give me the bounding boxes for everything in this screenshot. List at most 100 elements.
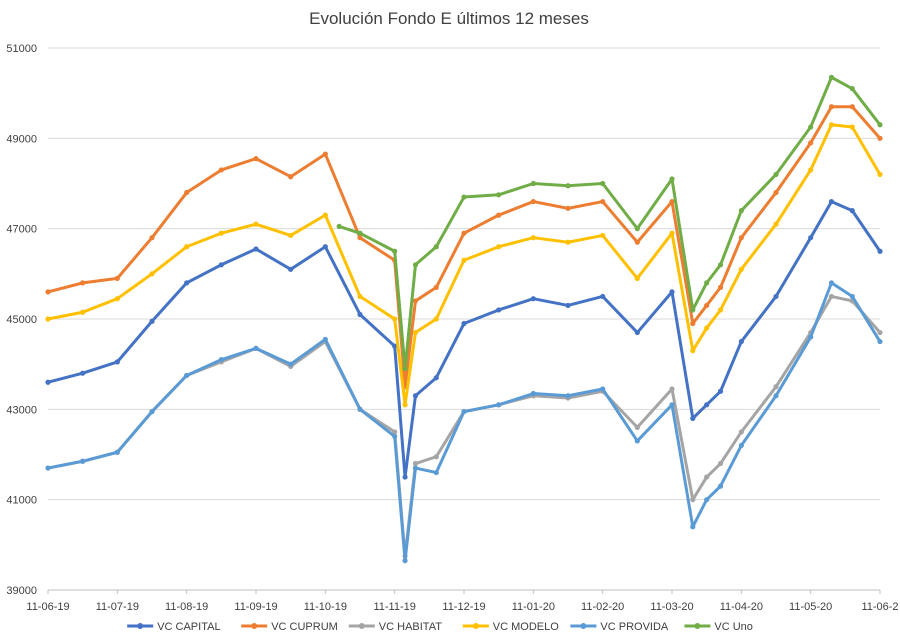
data-point xyxy=(80,309,86,315)
data-point xyxy=(828,293,835,300)
data-point xyxy=(45,465,51,471)
x-tick-label: 11-01-20 xyxy=(512,601,555,613)
data-point xyxy=(877,338,883,345)
data-point xyxy=(392,316,398,322)
data-point xyxy=(149,408,155,415)
data-point xyxy=(877,122,883,128)
data-point xyxy=(149,235,155,241)
data-point xyxy=(690,415,696,421)
data-point xyxy=(530,390,536,397)
data-point xyxy=(218,167,224,173)
data-point xyxy=(669,386,675,392)
data-point xyxy=(184,189,190,196)
data-point xyxy=(402,558,408,564)
x-tick-label: 11-04-20 xyxy=(720,601,763,613)
data-point xyxy=(717,483,724,489)
data-point xyxy=(461,257,467,263)
data-point xyxy=(322,244,328,250)
data-point xyxy=(704,402,710,408)
data-point xyxy=(253,156,259,162)
data-point xyxy=(461,320,467,327)
legend: VC CAPITAL VC CUPRUM VC HABITAT VC MODELO VC… xyxy=(127,621,753,633)
y-tick-label: 39000 xyxy=(6,585,37,597)
y-tick-label: 47000 xyxy=(6,224,37,236)
data-point xyxy=(45,379,51,385)
data-point xyxy=(149,271,155,277)
data-point xyxy=(600,232,606,239)
data-point xyxy=(357,230,363,236)
x-tick-label: 11-12-19 xyxy=(442,601,485,613)
data-point xyxy=(738,235,744,241)
data-point xyxy=(402,366,408,372)
data-point xyxy=(80,458,86,464)
data-point xyxy=(114,449,120,455)
x-axis-ticks: 11-06-19 11-07-19 11-08-19 11-09-19 11-10-19… xyxy=(26,590,899,613)
series-lines xyxy=(45,74,883,564)
data-point xyxy=(738,208,744,214)
legend-item: VC CAPITAL xyxy=(127,621,221,633)
data-point xyxy=(322,336,328,342)
data-point xyxy=(773,189,779,196)
data-point xyxy=(80,370,86,376)
data-point xyxy=(392,433,398,440)
data-point xyxy=(530,198,536,205)
data-point xyxy=(496,244,502,250)
data-point xyxy=(849,86,855,92)
data-point xyxy=(412,262,419,268)
data-point xyxy=(496,212,502,218)
data-point xyxy=(412,465,419,471)
legend-item: VC HABITAT xyxy=(348,621,442,633)
series-line xyxy=(47,200,882,479)
series-vc-habitat xyxy=(45,293,883,559)
data-point xyxy=(322,151,328,157)
data-point xyxy=(402,402,408,408)
data-point xyxy=(849,104,855,110)
data-point xyxy=(717,388,724,394)
data-point xyxy=(600,198,606,205)
data-point xyxy=(669,198,675,205)
x-tick-label: 11-11-19 xyxy=(373,601,415,613)
legend-label: VC MODELO xyxy=(493,621,559,633)
data-point xyxy=(336,223,342,230)
data-point xyxy=(828,198,835,205)
data-point xyxy=(634,438,640,444)
data-point xyxy=(828,104,835,110)
data-point xyxy=(565,239,571,245)
data-point xyxy=(690,307,696,313)
data-point xyxy=(877,248,883,254)
legend-label: VC Uno xyxy=(714,621,753,633)
data-point xyxy=(600,293,606,300)
data-point xyxy=(530,180,536,187)
x-tick-label: 11-03-20 xyxy=(650,601,693,613)
legend-item: VC PROVIDA xyxy=(570,621,669,633)
data-point xyxy=(45,316,51,322)
series-line xyxy=(47,281,882,563)
data-point xyxy=(773,393,779,399)
data-point xyxy=(717,284,724,290)
data-point xyxy=(565,393,571,399)
data-point xyxy=(402,474,408,480)
data-point xyxy=(357,293,363,300)
data-point xyxy=(288,174,294,180)
data-point xyxy=(288,361,294,367)
data-point xyxy=(392,343,398,349)
data-point xyxy=(218,230,224,236)
series-vc-cuprum xyxy=(45,104,883,390)
legend-marker xyxy=(358,623,365,629)
data-point xyxy=(461,194,467,200)
data-point xyxy=(828,280,835,286)
series-line xyxy=(47,105,882,389)
data-point xyxy=(412,298,419,304)
legend-label: VC PROVIDA xyxy=(600,621,669,633)
data-point xyxy=(433,375,439,381)
data-point xyxy=(184,244,190,250)
data-point xyxy=(669,176,675,182)
data-point xyxy=(565,205,571,211)
data-point xyxy=(808,140,814,146)
data-point xyxy=(253,345,259,351)
data-point xyxy=(184,280,190,286)
data-point xyxy=(738,338,744,345)
data-point xyxy=(690,524,696,530)
legend-marker xyxy=(580,623,587,629)
